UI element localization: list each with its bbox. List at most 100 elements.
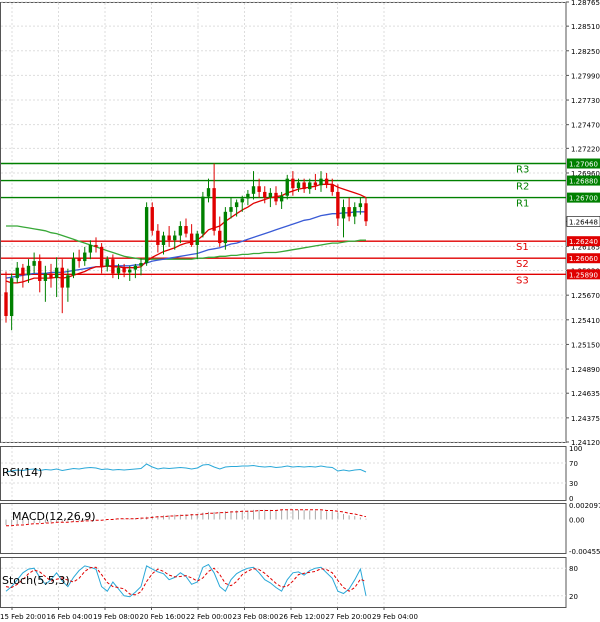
level-name-s2: S2 [516, 259, 529, 270]
time-tick-label: 29 Feb 04:00 [372, 613, 418, 621]
candle-body [49, 273, 53, 279]
price-tick-label: 1.24120 [571, 439, 600, 447]
time-tick-label: 27 Feb 20:00 [326, 613, 372, 621]
time-tick-label: 23 Feb 08:00 [233, 613, 279, 621]
candle-body [26, 265, 31, 276]
level-name-s1: S1 [516, 242, 529, 253]
candle-body [167, 235, 171, 241]
candle-body [313, 182, 318, 186]
rsi-tick-label: 30 [569, 480, 578, 488]
candle-body [234, 202, 239, 208]
candle-body [285, 178, 289, 196]
rsi-panel: 100 70 30 0 RSI(14) [1, 445, 582, 503]
current-price-label: 1.26448 [569, 218, 598, 226]
candle-body [32, 261, 36, 266]
stoch-k-line [5, 563, 367, 598]
macd-tick-label: 0.00 [569, 517, 585, 525]
level-price-label-s1: 1.26240 [569, 238, 598, 246]
candle-body [263, 191, 267, 198]
price-tick-label: 1.27990 [571, 72, 600, 80]
price-tick-label: 1.25410 [571, 317, 600, 325]
candle-body [4, 292, 8, 317]
level-price-box-r1 [567, 192, 600, 203]
current-price-box [566, 216, 600, 227]
rsi-tick-label: 0 [569, 495, 573, 503]
sma-green-line [6, 225, 366, 260]
level-price-label-s3: 1.25890 [569, 271, 598, 279]
candle-body [296, 182, 301, 189]
candle-body [9, 278, 14, 317]
candle-body [268, 192, 273, 198]
candle-body [324, 178, 329, 185]
price-tick-label: 1.25670 [571, 292, 600, 300]
level-price-label-r2: 1.26880 [569, 178, 598, 186]
candle-body [161, 235, 166, 245]
candle-body [330, 184, 334, 192]
price-tick-label: 1.26185 [571, 243, 600, 251]
level-name-r2: R2 [516, 182, 529, 193]
candle-body [21, 267, 25, 276]
level-name-s3: S3 [516, 275, 529, 286]
time-tick-label: 15 Feb 20:00 [0, 613, 46, 621]
candle-body [60, 267, 64, 288]
stoch-label: Stoch(5,5,3) [2, 574, 70, 587]
candle-body [133, 265, 138, 270]
candle-body [246, 193, 250, 199]
price-tick-label: 1.28510 [571, 23, 600, 31]
candle-body [358, 203, 363, 208]
candle-body [206, 188, 211, 197]
panel-frame-3 [0, 557, 567, 608]
level-name-r3: R3 [516, 165, 529, 176]
macd-panel: 0.002097 0.00 -0.004555 MACD(12,26,9) [5, 502, 600, 556]
candle-body [178, 226, 183, 236]
candle-body [223, 211, 228, 244]
main-grid [0, 1, 567, 608]
candle-body [83, 252, 87, 262]
price-tick-label: 1.24375 [571, 415, 600, 423]
candle-body [116, 267, 121, 274]
price-tick-label: 1.27220 [571, 145, 600, 153]
time-tick-label: 16 Feb 04:00 [47, 613, 93, 621]
level-price-box-s1 [567, 236, 600, 247]
candle-body [353, 207, 357, 217]
candle-body [38, 261, 42, 281]
price-tick-label: 1.25150 [571, 341, 600, 349]
candle-body [364, 203, 368, 222]
candle-body [251, 186, 256, 194]
candle-body [201, 196, 205, 234]
macd-tick-label: -0.004555 [569, 548, 600, 556]
price-tick-label: 1.26960 [571, 170, 600, 178]
panel-frame-1 [0, 446, 567, 501]
candle-body [156, 230, 160, 245]
candle-body [94, 244, 98, 247]
price-tick-label: 1.28765 [571, 0, 600, 7]
macd-label: MACD(12,26,9) [12, 510, 96, 523]
candle-body [319, 178, 323, 186]
candle-body [77, 258, 81, 262]
stoch-panel: 80 20 Stoch(5,5,3) [1, 563, 578, 601]
candle-body [229, 207, 233, 212]
candle-body [184, 226, 188, 234]
macd-tick-label: 0.002097 [569, 502, 600, 510]
level-name-r1: R1 [516, 199, 529, 210]
level-price-label-r3: 1.27060 [569, 161, 598, 169]
macd-signal-line [6, 509, 367, 527]
time-tick-label: 26 Feb 12:00 [279, 613, 325, 621]
candle-body [122, 267, 126, 273]
time-tick-label: 19 Feb 08:00 [93, 613, 139, 621]
candle-body [195, 233, 199, 245]
rsi-label: RSI(14) [2, 466, 42, 479]
rsi-tick-label: 100 [569, 445, 582, 453]
price-tick-label: 1.27730 [571, 97, 600, 105]
panel-frame-0 [0, 2, 567, 443]
candle-body [347, 207, 351, 217]
time-tick-label: 20 Feb 16:00 [140, 613, 186, 621]
stoch-tick-label: 20 [569, 593, 578, 601]
candle-body [257, 186, 261, 192]
level-price-label-s2: 1.26060 [569, 255, 598, 263]
candle-body [139, 262, 143, 266]
candle-body [274, 192, 278, 202]
candle-body [291, 178, 295, 189]
